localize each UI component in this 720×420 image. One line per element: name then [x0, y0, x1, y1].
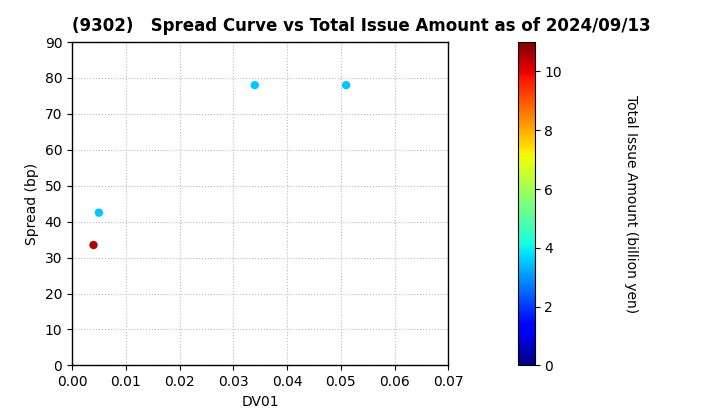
Text: (9302)   Spread Curve vs Total Issue Amount as of 2024/09/13: (9302) Spread Curve vs Total Issue Amoun… [72, 17, 651, 35]
Point [249, 82, 261, 89]
Point [88, 241, 99, 248]
Point [341, 82, 352, 89]
Point [93, 209, 104, 216]
Y-axis label: Spread (bp): Spread (bp) [25, 163, 39, 245]
Y-axis label: Total Issue Amount (billion yen): Total Issue Amount (billion yen) [624, 94, 639, 313]
X-axis label: DV01: DV01 [241, 395, 279, 409]
